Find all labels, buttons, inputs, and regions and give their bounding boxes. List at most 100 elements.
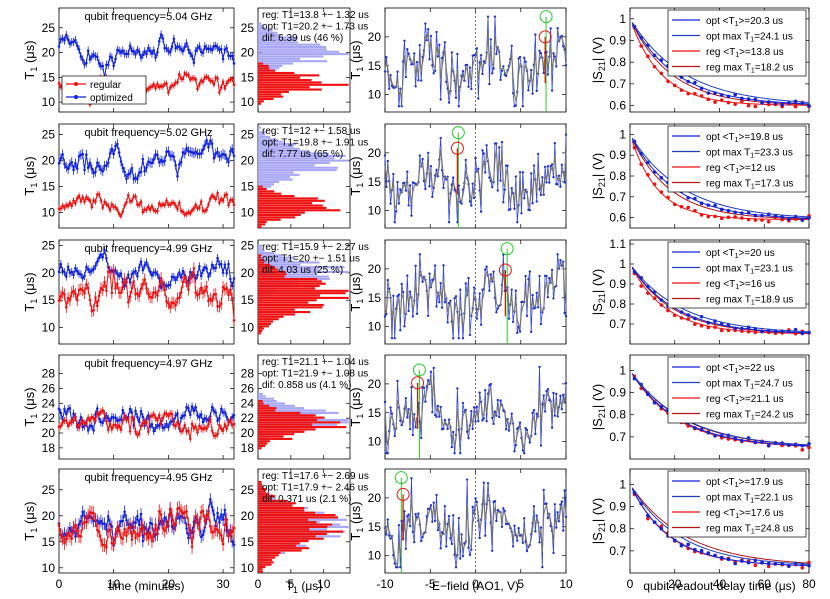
hist-bar (258, 213, 301, 217)
hist-bar (258, 275, 329, 278)
legend-label-sub: 1 (735, 368, 739, 375)
legend-label-sub: 1 (735, 137, 739, 144)
hist-bar (258, 563, 272, 566)
efield-point (433, 519, 437, 523)
series-line (58, 138, 235, 181)
y-tick-label: 26 (241, 381, 255, 395)
efield-point (407, 513, 410, 516)
efield-point (410, 214, 413, 217)
hist-bar (258, 444, 266, 448)
efield-point (502, 201, 505, 204)
decay-point (713, 433, 717, 438)
efield-point (521, 171, 525, 174)
efield-point (400, 282, 403, 286)
hist-bar (258, 320, 274, 323)
y-axis-label-sub: 21 (597, 177, 607, 187)
decay-point (659, 58, 664, 62)
efield-point (493, 15, 497, 18)
efield-point (414, 85, 417, 88)
decay-point (686, 542, 690, 547)
efield-point (538, 49, 541, 53)
decay-point (632, 145, 637, 150)
hist-bar (258, 270, 286, 273)
hist-bar (258, 392, 264, 396)
y-axis-label-unit: | (V) (590, 498, 605, 522)
efield-point (535, 89, 538, 93)
efield-point (442, 186, 445, 190)
efield-point (546, 295, 550, 299)
efield-point (403, 325, 406, 328)
efield-point (511, 320, 515, 324)
legend-label-part: >=13.8 us (739, 47, 783, 58)
efield-point (457, 516, 460, 520)
decay-fit-line (631, 137, 810, 218)
hist-bar (258, 247, 262, 250)
decay-point (753, 97, 758, 102)
legend-label: opt <T1>=20 us (706, 248, 775, 260)
efield-point (542, 193, 545, 196)
x-tick-label: 10 (317, 577, 331, 591)
hist-bar (258, 313, 295, 316)
y-tick-label: 10 (368, 320, 382, 334)
decay-point (793, 327, 798, 332)
hist-bar (258, 514, 336, 517)
decay-fit-line (631, 487, 810, 565)
legend-label-part: opt max T (706, 493, 750, 504)
series-regular (57, 189, 236, 220)
efield-point (447, 514, 451, 518)
efield-point (552, 391, 555, 395)
decay-point (639, 44, 643, 48)
hist-regular (258, 62, 349, 105)
efield-point (542, 488, 545, 492)
legend-label-sub: 1 (735, 399, 739, 406)
efield-point (439, 136, 442, 140)
hist-bar (258, 287, 316, 290)
efield-point (410, 477, 413, 480)
legend-label: opt max T1=22.1 us (706, 493, 793, 505)
legend-label-sub: 1 (735, 253, 739, 260)
y-axis-label-sub: 21 (597, 408, 607, 418)
y-tick-label: 28 (241, 367, 255, 381)
legend-label-part: >=16 us (739, 279, 775, 290)
efield-point (403, 510, 406, 513)
efield-point (532, 408, 536, 412)
hist-bar (258, 53, 349, 56)
efield-point (467, 546, 470, 549)
series-optimized (57, 30, 236, 82)
efield-point (516, 539, 519, 542)
stats-line: reg: T1=15.9 +− 2.27 us (262, 242, 369, 253)
efield-point (456, 221, 459, 224)
decay-point (740, 329, 744, 333)
legend-label-part: >=21.1 us (739, 394, 783, 405)
efield-smooth-line (384, 493, 567, 568)
decay-fit-line (631, 266, 810, 333)
hist-bar (258, 145, 294, 148)
efield-point (482, 417, 486, 420)
legend-label: opt <T1>=22 us (706, 363, 775, 375)
decay-point (706, 325, 711, 330)
efield-point (449, 537, 452, 540)
efield-point (518, 330, 522, 333)
y-tick-label: 10 (241, 95, 255, 109)
hist-bar (258, 223, 266, 226)
efield-point (408, 524, 412, 528)
hist-bar (258, 294, 320, 297)
efield-point (488, 82, 491, 86)
hist-bar (258, 497, 272, 500)
legend-label: reg <T1>=17.6 us (706, 508, 784, 520)
panel-hist-5: 10 15 20 25 0 5 10 reg: T1=17.6 +− 2.69 usopt: … (241, 468, 369, 591)
efield-point (383, 400, 387, 404)
efield-point (503, 188, 506, 191)
hist-bar (258, 506, 305, 510)
efield-point (485, 419, 488, 423)
efield-point (457, 105, 460, 108)
y-tick-label: 0.8 (609, 297, 626, 311)
efield-point (527, 277, 530, 281)
efield-point (394, 210, 398, 213)
series-optimized (57, 246, 236, 292)
hist-bar (258, 301, 309, 304)
decay-point (753, 104, 758, 109)
decay-point (693, 547, 697, 552)
efield-point (549, 164, 552, 168)
efield-point (393, 562, 396, 565)
